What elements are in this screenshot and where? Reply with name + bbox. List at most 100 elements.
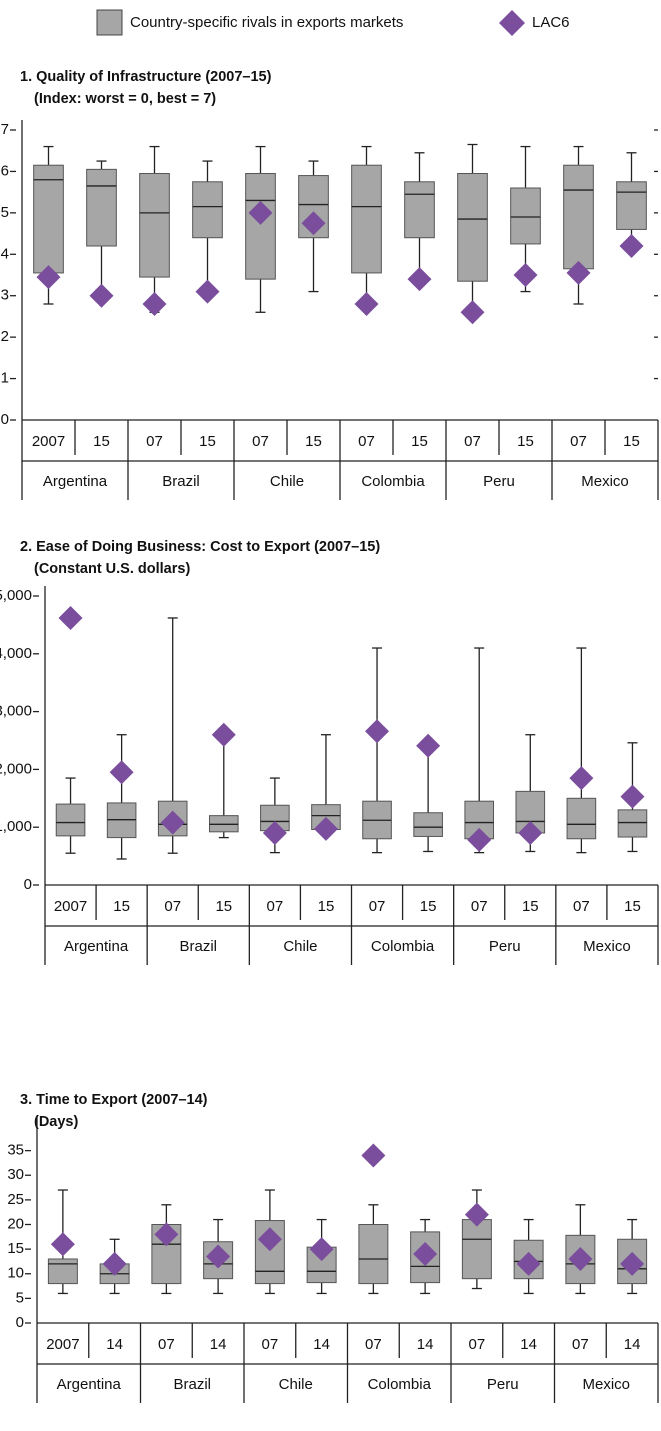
group-label: Chile (270, 473, 304, 490)
y-tick-label: 4 (1, 245, 9, 262)
y-tick-label: 1 (1, 370, 9, 387)
lac6-marker (195, 279, 220, 304)
y-tick-label: 6 (1, 162, 9, 179)
lac6-marker (620, 784, 645, 809)
lac6-marker (89, 283, 114, 308)
y-tick-label: 25 (7, 1191, 24, 1208)
lac6-marker (262, 820, 287, 845)
box (457, 173, 488, 282)
x-tick-label: 07 (358, 433, 375, 450)
x-tick-label: 07 (464, 433, 481, 450)
box (566, 797, 597, 840)
box (617, 809, 648, 838)
lac6-marker (206, 1244, 231, 1269)
chart-subtitle: (Index: worst = 0, best = 7) (34, 91, 216, 107)
y-tick-label: 7 (1, 121, 9, 138)
legend-label: LAC6 (532, 14, 570, 31)
x-tick-label: 2007 (54, 898, 87, 915)
group-label: Brazil (173, 1376, 211, 1393)
lac6-marker (407, 267, 432, 292)
lac6-marker (309, 1237, 334, 1262)
x-tick-label: 15 (623, 433, 640, 450)
x-tick-label: 14 (417, 1336, 434, 1353)
y-tick-label: 10 (7, 1265, 24, 1282)
y-tick-label: 5 (1, 204, 9, 221)
x-tick-label: 07 (252, 433, 269, 450)
legend-swatch (499, 10, 525, 36)
x-tick-label: 07 (158, 1336, 175, 1353)
box (351, 164, 382, 274)
box (616, 181, 647, 230)
box (563, 164, 594, 270)
group-label: Mexico (582, 1376, 630, 1393)
x-tick-label: 2007 (32, 433, 65, 450)
group-label: Colombia (361, 473, 425, 490)
x-tick-label: 07 (267, 898, 284, 915)
x-tick-label: 07 (471, 898, 488, 915)
lac6-marker (416, 733, 441, 758)
x-tick-label: 15 (305, 433, 322, 450)
legend-label: Country-specific rivals in exports marke… (130, 14, 403, 31)
lac6-marker (102, 1251, 127, 1276)
x-tick-label: 15 (517, 433, 534, 450)
lac6-marker (313, 816, 338, 841)
box (139, 173, 170, 278)
x-tick-label: 15 (420, 898, 437, 915)
lac6-marker (211, 722, 236, 747)
x-tick-label: 14 (106, 1336, 123, 1353)
lac6-marker (568, 1246, 593, 1271)
x-tick-label: 14 (313, 1336, 330, 1353)
box (33, 164, 64, 274)
chart-title: 1. Quality of Infrastructure (2007–15) (20, 69, 272, 85)
group-label: Peru (489, 938, 521, 955)
lac6-marker (109, 760, 134, 785)
box (192, 181, 223, 239)
group-label: Argentina (57, 1376, 122, 1393)
lac6-marker (257, 1227, 282, 1252)
x-tick-label: 15 (522, 898, 539, 915)
group-label: Mexico (583, 938, 631, 955)
lac6-marker (467, 827, 492, 852)
x-tick-label: 15 (411, 433, 428, 450)
box (404, 181, 435, 239)
y-tick-label: 15 (7, 1240, 24, 1257)
lac6-marker (36, 265, 61, 290)
box (461, 1219, 492, 1280)
lac6-marker (301, 211, 326, 236)
box (47, 1258, 78, 1285)
lac6-marker (619, 234, 644, 258)
y-tick-label: 4,000 (0, 645, 32, 662)
group-label: Argentina (43, 473, 108, 490)
group-label: Mexico (581, 473, 629, 490)
x-tick-label: 15 (624, 898, 641, 915)
lac6-marker (460, 300, 485, 325)
lac6-marker (142, 292, 167, 316)
x-tick-label: 15 (199, 433, 216, 450)
x-tick-label: 14 (624, 1336, 641, 1353)
x-tick-label: 07 (572, 1336, 589, 1353)
lac6-marker (365, 719, 390, 744)
group-label: Colombia (371, 938, 435, 955)
y-tick-label: 1,000 (0, 818, 32, 835)
x-tick-label: 07 (146, 433, 163, 450)
y-tick-label: 5,000 (0, 587, 32, 604)
lac6-marker (566, 260, 591, 285)
x-tick-label: 15 (113, 898, 130, 915)
lac6-marker (361, 1143, 386, 1168)
group-label: Peru (483, 473, 515, 490)
x-tick-label: 15 (215, 898, 232, 915)
y-tick-label: 5 (16, 1289, 24, 1306)
box (358, 1224, 389, 1285)
lac6-marker (248, 200, 273, 225)
x-tick-label: 07 (164, 898, 181, 915)
lac6-marker (354, 292, 379, 316)
group-label: Chile (279, 1376, 313, 1393)
y-tick-label: 0 (24, 876, 32, 893)
chart-title: 3. Time to Export (2007–14) (20, 1092, 208, 1108)
lac6-marker (464, 1202, 489, 1227)
y-tick-label: 20 (7, 1215, 24, 1232)
y-tick-label: 0 (16, 1314, 24, 1331)
lac6-marker (58, 605, 83, 630)
chart-subtitle: (Days) (34, 1114, 78, 1130)
